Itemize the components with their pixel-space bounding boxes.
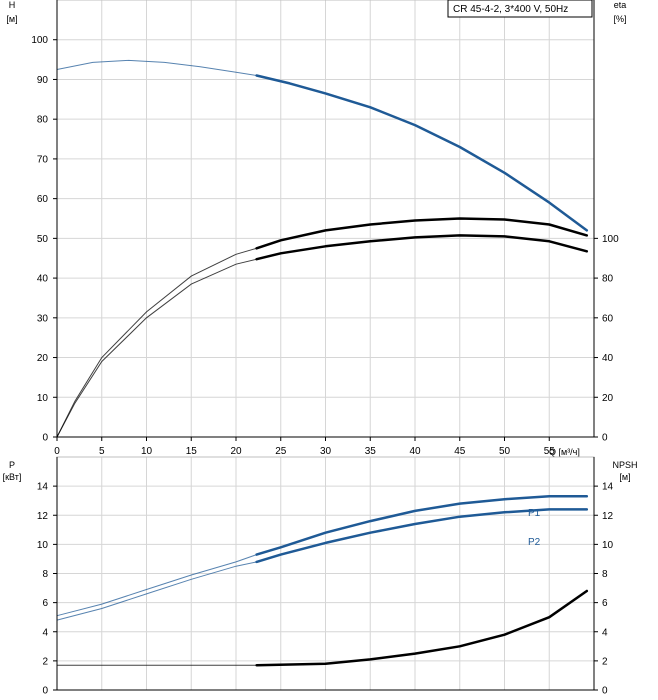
curve-p1-extended: [56, 554, 257, 617]
series-label-p1: P1: [528, 508, 541, 519]
left-tick-label: 4: [42, 627, 48, 638]
curve-p2: [255, 508, 589, 564]
right-tick-label: 0: [602, 433, 608, 444]
x-tick-label: 50: [499, 446, 511, 457]
left-tick-label: 90: [37, 75, 49, 86]
npsh-axis-unit: [м]: [619, 472, 630, 482]
left-tick-label: 80: [37, 115, 49, 126]
right-tick-label: 4: [602, 627, 608, 638]
left-tick-label: 70: [37, 154, 49, 165]
eta-axis-label: eta: [614, 0, 627, 10]
right-tick-label: 0: [602, 686, 608, 697]
x-tick-label: 20: [230, 446, 242, 457]
right-tick-label: 2: [602, 656, 608, 667]
x-tick-label: 55: [544, 446, 556, 457]
x-tick-label: 0: [54, 446, 60, 457]
x-tick-label: 15: [186, 446, 198, 457]
top-curves: [56, 59, 589, 438]
x-tick-label: 30: [320, 446, 332, 457]
bottom-axes: 0 2 4 6 8 10 12 14 0 2 4 6 8 10 12 14: [37, 456, 614, 697]
left-tick-label: 8: [42, 569, 48, 580]
right-tick-label: 100: [602, 234, 619, 245]
right-tick-label: 14: [602, 482, 614, 493]
right-tick-label: 60: [602, 313, 614, 324]
left-tick-label: 6: [42, 598, 48, 609]
head-efficiency-panel: 0 10 20 30 40 50 60 70 80 90 100 0 20 40 60 80 100 0 5 10 15…: [6, 0, 627, 457]
bottom-grid: [57, 457, 594, 690]
top-axes: 0 10 20 30 40 50 60 70 80 90 100 0 20 40 60 80 100 0 5 10 15…: [31, 0, 619, 457]
right-tick-label: 6: [602, 598, 608, 609]
left-tick-label: 30: [37, 313, 49, 324]
legend-text: CR 45-4-2, 3*400 V, 50Hz: [453, 4, 568, 15]
series-label-p2: P2: [528, 537, 541, 548]
curve-p1: [255, 495, 589, 556]
flow-axis-label: Q [м³/ч]: [549, 447, 580, 457]
right-tick-label: 12: [602, 511, 614, 522]
left-tick-label: 0: [42, 686, 48, 697]
x-tick-label: 45: [454, 446, 466, 457]
power-axis-unit: [кВт]: [3, 472, 22, 482]
curve-1-2: [255, 589, 589, 667]
right-tick-label: 40: [602, 353, 614, 364]
left-tick-label: 12: [37, 511, 49, 522]
left-tick-label: 10: [37, 540, 49, 551]
x-tick-label: 10: [141, 446, 153, 457]
eta-axis-unit: [%]: [613, 14, 626, 24]
left-tick-label: 50: [37, 234, 49, 245]
left-tick-label: 10: [37, 393, 49, 404]
left-tick-label: 60: [37, 194, 49, 205]
x-tick-label: 40: [409, 446, 421, 457]
legend: CR 45-4-2, 3*400 V, 50Hz: [447, 0, 593, 18]
x-tick-label: 25: [275, 446, 287, 457]
left-tick-label: 14: [37, 482, 49, 493]
head-axis-label: H: [9, 0, 16, 10]
power-axis-label: P: [9, 460, 15, 470]
legend-box: [447, 0, 593, 18]
x-tick-label: 5: [99, 446, 105, 457]
curve-0-0-extended: [56, 59, 257, 76]
curve-0-2-extended: [56, 247, 257, 438]
right-tick-label: 20: [602, 393, 614, 404]
curve-0-0: [255, 74, 589, 232]
curve-0-1: [255, 234, 589, 261]
left-tick-label: 2: [42, 656, 48, 667]
curve-0-1-extended: [56, 258, 257, 438]
x-tick-label: 35: [365, 446, 377, 457]
right-tick-label: 10: [602, 540, 614, 551]
right-tick-label: 8: [602, 569, 608, 580]
top-grid: [57, 0, 594, 437]
curve-p2-extended: [56, 561, 257, 621]
head-axis-unit: [м]: [6, 14, 17, 24]
left-tick-label: 100: [31, 35, 48, 46]
right-tick-label: 80: [602, 274, 614, 285]
curve-0-2: [255, 217, 589, 250]
left-tick-label: 40: [37, 274, 49, 285]
left-tick-label: 0: [42, 433, 48, 444]
npsh-axis-label: NPSH: [612, 460, 637, 470]
bottom-curves: [56, 495, 589, 667]
left-tick-label: 20: [37, 353, 49, 364]
